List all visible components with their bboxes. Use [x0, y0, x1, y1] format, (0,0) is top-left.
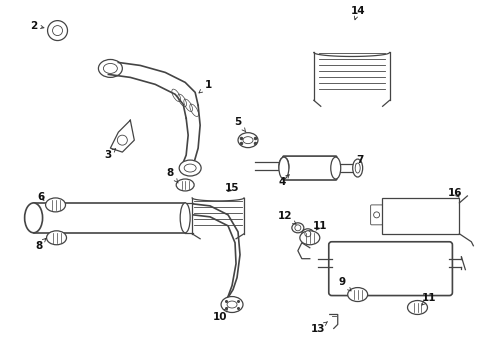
Text: 5: 5 [234, 117, 245, 132]
Ellipse shape [184, 164, 196, 172]
Circle shape [47, 21, 67, 41]
Ellipse shape [103, 63, 117, 73]
Circle shape [52, 26, 62, 36]
Circle shape [304, 231, 310, 237]
Ellipse shape [278, 157, 288, 179]
Text: 10: 10 [212, 307, 227, 323]
Ellipse shape [291, 223, 303, 233]
Ellipse shape [226, 301, 237, 308]
Ellipse shape [98, 59, 122, 77]
Ellipse shape [278, 157, 288, 175]
Text: 11: 11 [421, 293, 436, 305]
Text: 1: 1 [199, 80, 211, 93]
FancyBboxPatch shape [328, 242, 451, 296]
Ellipse shape [180, 203, 190, 233]
Polygon shape [110, 120, 134, 152]
Text: 9: 9 [338, 276, 350, 291]
Text: 11: 11 [312, 221, 326, 231]
FancyBboxPatch shape [370, 205, 382, 225]
Ellipse shape [45, 198, 65, 212]
Ellipse shape [330, 157, 340, 179]
Circle shape [294, 225, 300, 231]
Circle shape [117, 135, 127, 145]
Ellipse shape [46, 231, 66, 245]
Ellipse shape [243, 137, 252, 144]
FancyBboxPatch shape [283, 156, 336, 180]
Ellipse shape [347, 288, 367, 302]
Text: 2: 2 [30, 21, 37, 31]
Text: 8: 8 [166, 168, 178, 183]
Text: 13: 13 [310, 321, 327, 334]
Ellipse shape [407, 301, 427, 315]
Ellipse shape [179, 160, 201, 176]
Ellipse shape [24, 203, 42, 233]
Circle shape [373, 212, 379, 218]
Ellipse shape [176, 179, 194, 191]
Text: 12: 12 [277, 211, 296, 224]
Text: 4: 4 [278, 175, 288, 187]
Text: 6: 6 [37, 192, 44, 202]
Text: 16: 16 [447, 188, 462, 198]
Ellipse shape [221, 297, 243, 312]
Text: 7: 7 [355, 155, 363, 168]
Text: 15: 15 [224, 183, 239, 193]
Text: 8: 8 [35, 238, 46, 251]
Ellipse shape [238, 133, 258, 148]
Ellipse shape [299, 231, 319, 245]
Text: 3: 3 [104, 149, 116, 160]
Text: 14: 14 [349, 6, 364, 20]
Ellipse shape [301, 229, 313, 239]
Bar [381, 198, 458, 234]
Ellipse shape [352, 159, 362, 177]
Ellipse shape [354, 163, 360, 173]
